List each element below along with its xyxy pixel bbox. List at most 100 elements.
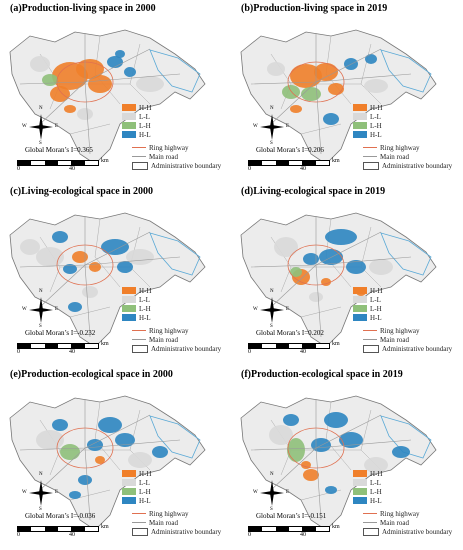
legend-item: L-H (353, 487, 382, 496)
cluster-legend: H-H L-L L-H H-L (353, 286, 382, 322)
water-body-outline (380, 415, 432, 459)
north-arrow-icon: N S E W (22, 472, 58, 512)
legend-line-swatch (363, 156, 377, 157)
cluster-patch (301, 87, 321, 101)
compass-label-n: N (39, 289, 43, 294)
line-legend: Ring highway Main road Administrative boun… (363, 143, 452, 170)
cluster-map (9, 29, 206, 165)
scale-label-zero: 0 (17, 166, 20, 172)
study-area-boundary (240, 29, 437, 165)
legend-box-swatch (132, 344, 148, 353)
legend-label: H-L (139, 130, 151, 139)
cluster-patch (287, 438, 305, 462)
legend-item: L-L (122, 478, 151, 487)
scale-unit: km (332, 158, 340, 164)
legend-label: Administrative boundary (151, 161, 222, 170)
scale-bar: 0 40 km (248, 341, 348, 357)
legend-label: Administrative boundary (382, 161, 453, 170)
legend-item: H-L (122, 130, 151, 139)
legend-label: Administrative boundary (151, 344, 222, 353)
main-road (39, 414, 151, 491)
legend-label: Main road (380, 152, 409, 161)
legend-swatch (122, 488, 136, 495)
main-road (270, 48, 382, 125)
compass-label-s: S (39, 324, 42, 329)
cluster-patch (290, 105, 302, 113)
legend-line-swatch (132, 522, 146, 523)
cluster-map (240, 395, 437, 531)
cluster-patch (319, 249, 343, 265)
cluster-patch (314, 63, 338, 81)
legend-item: Administrative boundary (132, 161, 221, 170)
legend-label: Ring highway (149, 143, 189, 152)
scale-label-zero: 0 (248, 349, 251, 355)
water-body-outline (380, 232, 432, 276)
legend-item: L-L (353, 112, 382, 121)
legend-label: L-H (370, 121, 382, 130)
legend-item: H-L (122, 496, 151, 505)
compass-label-n: N (39, 472, 43, 477)
legend-box-swatch (132, 161, 148, 170)
compass-label-w: W (22, 490, 27, 495)
legend-swatch (353, 305, 367, 312)
legend-label: Main road (380, 335, 409, 344)
legend-box-swatch (363, 344, 379, 353)
morans-i-text: Global Moran’s I=-0.036 (25, 512, 96, 520)
cluster-patch (364, 457, 388, 473)
legend-swatch (122, 122, 136, 129)
legend-swatch (122, 497, 136, 504)
scale-unit: km (332, 524, 340, 530)
legend-label: H-H (139, 103, 152, 112)
legend-label: L-H (139, 121, 151, 130)
cluster-patch (136, 76, 164, 92)
cluster-patch (339, 432, 363, 448)
water-body-outline (380, 49, 432, 93)
cluster-patch (42, 74, 58, 86)
legend-label: L-L (370, 478, 381, 487)
scale-label-forty: 40 (300, 532, 306, 538)
compass-label-n: N (39, 106, 43, 111)
compass-label-s: S (270, 507, 273, 512)
district-boundary (300, 306, 342, 318)
cluster-patch (303, 253, 319, 265)
cluster-patch (69, 491, 81, 499)
legend-label: Ring highway (380, 143, 420, 152)
legend-item: H-L (353, 496, 382, 505)
legend-item: L-L (122, 295, 151, 304)
main-road (39, 231, 151, 308)
scale-unit: km (332, 341, 340, 347)
legend-swatch (353, 296, 367, 303)
legend-swatch (122, 113, 136, 120)
cluster-patch (77, 108, 93, 120)
legend-label: H-H (139, 469, 152, 478)
legend-item: Main road (132, 335, 221, 344)
district-boundary (300, 123, 342, 135)
compass-label-n: N (270, 289, 274, 294)
cluster-patch (78, 475, 92, 485)
cluster-patch (346, 260, 366, 274)
scale-label-forty: 40 (69, 166, 75, 172)
legend-label: H-L (370, 130, 382, 139)
compass-label-w: W (253, 307, 258, 312)
legend-item: Main road (363, 335, 452, 344)
legend-line-swatch (132, 330, 146, 331)
legend-swatch (122, 131, 136, 138)
legend-item: H-H (122, 103, 151, 112)
legend-label: L-L (370, 295, 381, 304)
cluster-patch (36, 247, 64, 267)
legend-swatch (353, 113, 367, 120)
water-body-outline (149, 232, 201, 276)
panel-title: (e)Production-ecological space in 2000 (10, 369, 173, 380)
cluster-patch (115, 50, 125, 58)
north-arrow-icon: N S E W (253, 472, 289, 512)
legend-item: Ring highway (132, 509, 221, 518)
legend-line-swatch (363, 147, 377, 148)
cluster-patch (95, 456, 105, 464)
legend-item: H-L (353, 313, 382, 322)
map-panel: (e)Production-ecological space in 2000 H-… (0, 366, 231, 549)
water-body-outline (149, 415, 201, 459)
legend-item: H-H (353, 469, 382, 478)
legend-item: H-H (353, 286, 382, 295)
legend-label: Main road (149, 152, 178, 161)
